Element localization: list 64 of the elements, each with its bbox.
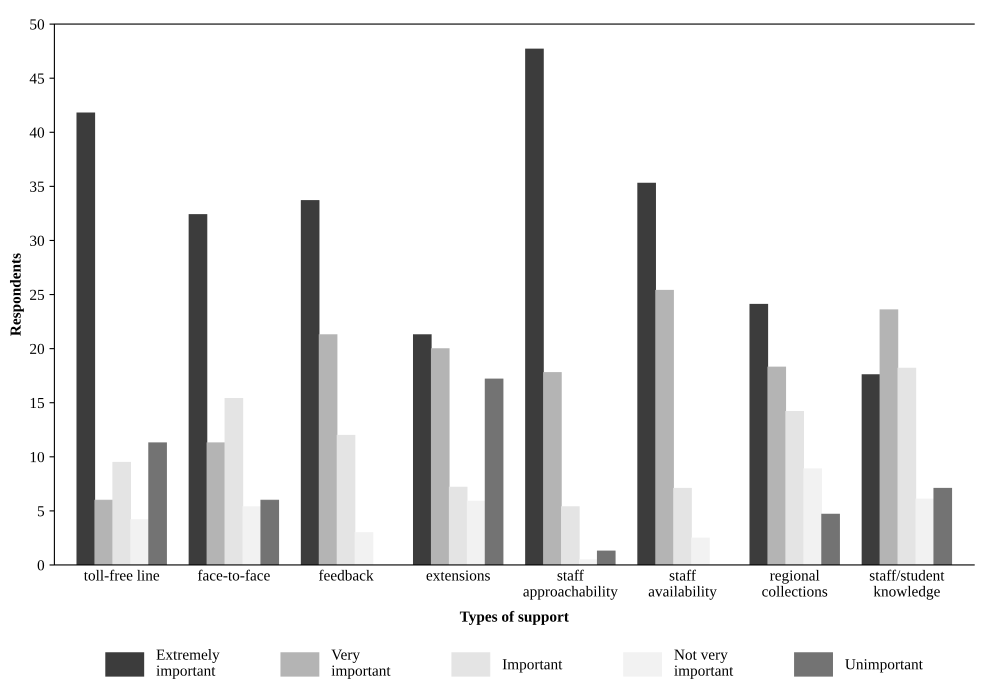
bar bbox=[206, 442, 226, 565]
y-tick-label: 15 bbox=[30, 398, 44, 408]
bar bbox=[260, 500, 280, 565]
bar bbox=[880, 309, 898, 565]
bar bbox=[148, 442, 167, 565]
bar bbox=[430, 348, 450, 565]
legend-label: Unimportant bbox=[845, 659, 923, 673]
y-tick-label: 35 bbox=[30, 182, 44, 192]
y-tick-label: 30 bbox=[30, 236, 44, 246]
bar bbox=[803, 468, 822, 565]
x-tick-label: feedback bbox=[318, 570, 374, 581]
x-tick-label: staff availability bbox=[648, 570, 717, 600]
x-tick-label: regional collections bbox=[762, 570, 828, 597]
bar bbox=[543, 372, 562, 565]
bar bbox=[76, 112, 96, 565]
bar bbox=[300, 200, 320, 565]
x-tick-label: extensions bbox=[426, 570, 490, 581]
bar bbox=[655, 290, 674, 565]
bar bbox=[242, 506, 262, 565]
y-tick-label: 10 bbox=[30, 452, 44, 462]
legend-label: Extremely important bbox=[156, 649, 220, 679]
bar bbox=[354, 532, 374, 565]
bar bbox=[412, 334, 432, 565]
bar bbox=[637, 182, 656, 565]
bar bbox=[318, 334, 338, 565]
y-tick-label: 5 bbox=[38, 506, 44, 516]
bar bbox=[749, 304, 768, 565]
bar bbox=[862, 374, 880, 565]
bar bbox=[484, 378, 504, 565]
bar bbox=[596, 550, 616, 565]
bar bbox=[188, 214, 208, 565]
bar bbox=[898, 368, 916, 565]
y-axis-title: Respondents bbox=[10, 253, 24, 336]
bar bbox=[578, 559, 598, 565]
y-tick-label: 40 bbox=[30, 127, 44, 138]
x-axis-title: Types of support bbox=[460, 610, 569, 625]
bar bbox=[224, 398, 244, 565]
bar bbox=[130, 519, 149, 565]
bar bbox=[525, 48, 544, 565]
bar bbox=[767, 366, 786, 565]
y-tick-label: 0 bbox=[38, 560, 44, 570]
bar bbox=[821, 514, 840, 565]
bar bbox=[466, 500, 486, 565]
bar bbox=[94, 500, 114, 565]
bar bbox=[933, 488, 952, 565]
legend-label: Important bbox=[502, 659, 562, 673]
legend-label: Not very important bbox=[674, 650, 734, 679]
x-tick-label: staff/student knowledge bbox=[870, 570, 944, 600]
y-tick-label: 25 bbox=[30, 290, 44, 300]
bar bbox=[691, 538, 710, 565]
y-tick-label: 20 bbox=[30, 344, 44, 354]
bar bbox=[448, 486, 468, 565]
y-tick-label: 45 bbox=[30, 73, 44, 84]
bar bbox=[336, 434, 356, 565]
bar bbox=[561, 506, 580, 565]
bar bbox=[673, 488, 692, 565]
bar bbox=[915, 498, 934, 565]
legend-label: Very important bbox=[331, 650, 391, 679]
x-tick-label: face-to-face bbox=[198, 570, 270, 581]
bar bbox=[112, 462, 132, 565]
x-tick-label: toll-free line bbox=[84, 570, 160, 581]
x-tick-label: staff approachability bbox=[523, 570, 618, 600]
y-tick-label: 50 bbox=[30, 19, 44, 30]
bar bbox=[785, 411, 804, 565]
